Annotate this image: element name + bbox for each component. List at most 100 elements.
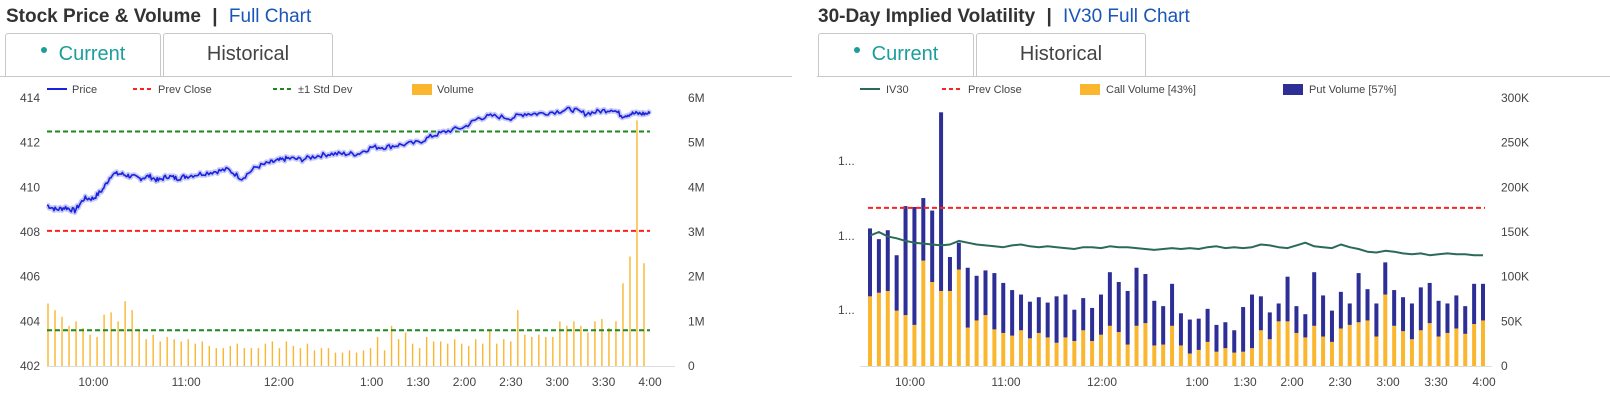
tab-current[interactable]: Current bbox=[5, 33, 161, 76]
call-volume-bar bbox=[1143, 323, 1148, 366]
put-volume-bar bbox=[1374, 303, 1379, 337]
y-left-tick-label: 414 bbox=[20, 91, 40, 105]
y-left-tick-label: 408 bbox=[20, 225, 40, 239]
call-volume-bar bbox=[1232, 352, 1237, 366]
y-right-tick-label: 2M bbox=[688, 270, 705, 284]
put-volume-bar bbox=[912, 206, 917, 325]
put-volume-bar bbox=[1481, 283, 1485, 321]
put-volume-bar bbox=[1107, 272, 1112, 326]
y-left-tick-label: 412 bbox=[20, 136, 40, 150]
x-tick-label: 3:30 bbox=[1424, 375, 1448, 389]
call-volume-bar bbox=[956, 269, 961, 366]
iv30-panel: 30-Day Implied Volatility | IV30 Full Ch… bbox=[817, 0, 1610, 408]
call-volume-bar bbox=[1321, 336, 1326, 366]
tab-historical[interactable]: Historical bbox=[976, 33, 1146, 76]
y-right-tick-label: 0 bbox=[688, 359, 695, 373]
x-tick-label: 12:00 bbox=[1087, 375, 1117, 389]
call-volume-bar bbox=[1329, 341, 1334, 366]
call-volume-bar bbox=[1090, 340, 1095, 366]
put-volume-bar bbox=[1205, 308, 1210, 342]
full-chart-link[interactable]: Full Chart bbox=[228, 6, 312, 27]
call-volume-bar bbox=[1472, 324, 1477, 366]
call-volume-bar bbox=[939, 290, 944, 366]
tab-current[interactable]: Current bbox=[818, 33, 974, 76]
x-tick-label: 2:30 bbox=[499, 375, 523, 389]
y-right-tick-label: 250K bbox=[1501, 136, 1529, 150]
call-volume-bar bbox=[1445, 332, 1450, 366]
put-volume-bar bbox=[1232, 330, 1237, 353]
put-volume-bar bbox=[1081, 298, 1086, 331]
call-volume-bar bbox=[1187, 353, 1192, 366]
call-volume-bar bbox=[1383, 294, 1388, 366]
x-tick-label: 3:00 bbox=[546, 375, 570, 389]
put-volume-bar bbox=[1143, 273, 1148, 324]
put-volume-bar bbox=[1072, 309, 1077, 341]
tab-historical-label: Historical bbox=[206, 43, 290, 65]
call-volume-bar bbox=[974, 320, 979, 366]
price-line-halo bbox=[45, 105, 653, 216]
call-volume-bar bbox=[894, 310, 899, 366]
put-volume-bar bbox=[921, 198, 926, 261]
tab-divider bbox=[817, 76, 1610, 77]
x-tick-label: 1:30 bbox=[1233, 375, 1257, 389]
call-volume-bar bbox=[1205, 341, 1210, 366]
call-volume-bar bbox=[1116, 332, 1121, 366]
put-volume-bar bbox=[894, 255, 899, 311]
iv30-line bbox=[869, 231, 1483, 257]
put-volume-bar bbox=[1436, 300, 1441, 337]
right-title-separator: | bbox=[1046, 6, 1052, 27]
legend-swatch-3 bbox=[1283, 84, 1303, 95]
tab-divider bbox=[0, 76, 792, 77]
put-volume-bar bbox=[1063, 294, 1068, 338]
x-tick-label: 11:00 bbox=[991, 375, 1020, 389]
y-left-tick-label: 1... bbox=[838, 154, 855, 168]
call-volume-bar bbox=[1409, 339, 1414, 366]
put-volume-bar bbox=[1392, 290, 1397, 326]
call-volume-bar bbox=[1303, 337, 1308, 366]
y-right-tick-label: 6M bbox=[688, 91, 705, 105]
put-volume-bar bbox=[1250, 294, 1255, 349]
put-volume-bar bbox=[1214, 324, 1219, 352]
iv30-full-chart-link[interactable]: IV30 Full Chart bbox=[1063, 6, 1190, 27]
x-tick-label: 10:00 bbox=[895, 375, 925, 389]
call-volume-bar bbox=[1241, 351, 1246, 366]
stock-price-volume-panel: Stock Price & Volume | Full Chart Curren… bbox=[0, 0, 800, 408]
legend-label: Price bbox=[72, 84, 97, 96]
call-volume-bar bbox=[1374, 336, 1379, 366]
iv30-chart: IV30 Prev Close Call Volume [43%] Put Volum… bbox=[838, 84, 1529, 389]
call-volume-bar bbox=[1152, 345, 1157, 366]
call-volume-bar bbox=[885, 290, 890, 366]
call-volume-bar bbox=[1161, 344, 1166, 366]
legend-label: IV30 bbox=[886, 84, 909, 96]
x-tick-label: 11:00 bbox=[172, 375, 201, 389]
put-volume-bar bbox=[1329, 310, 1334, 342]
call-volume-bar bbox=[1010, 335, 1015, 366]
call-volume-bar bbox=[1196, 349, 1201, 366]
y-left-tick-label: 404 bbox=[20, 314, 40, 328]
tab-historical[interactable]: Historical bbox=[163, 33, 333, 76]
y-right-tick-label: 0 bbox=[1501, 359, 1508, 373]
y-right-tick-label: 200K bbox=[1501, 180, 1529, 194]
call-volume-bar bbox=[1214, 351, 1219, 366]
active-dot-icon bbox=[40, 47, 47, 53]
x-tick-label: 1:00 bbox=[1185, 375, 1209, 389]
call-volume-bar bbox=[1418, 330, 1423, 366]
stock-price-volume-chart: Price Prev Close ±1 Std Dev Volume 414 412 410… bbox=[20, 84, 705, 389]
y-right-tick-label: 150K bbox=[1501, 225, 1529, 239]
legend-swatch-2 bbox=[1080, 84, 1100, 95]
put-volume-bar bbox=[1347, 303, 1352, 325]
put-volume-bar bbox=[1027, 301, 1032, 339]
put-volume-bar bbox=[1401, 297, 1406, 332]
put-volume-bar bbox=[1152, 300, 1157, 346]
call-volume-bar bbox=[1170, 325, 1175, 366]
legend-label: Prev Close bbox=[158, 84, 212, 96]
put-volume-bar bbox=[1356, 273, 1361, 323]
put-volume-bar bbox=[1445, 303, 1450, 333]
x-tick-label: 10:00 bbox=[78, 375, 108, 389]
put-volume-bar bbox=[1223, 322, 1228, 349]
put-volume-bar bbox=[1294, 306, 1299, 333]
call-volume-bar bbox=[1036, 332, 1041, 366]
call-volume-bar bbox=[1019, 330, 1024, 366]
left-title-separator: | bbox=[212, 6, 218, 27]
call-volume-bar bbox=[1107, 325, 1112, 366]
